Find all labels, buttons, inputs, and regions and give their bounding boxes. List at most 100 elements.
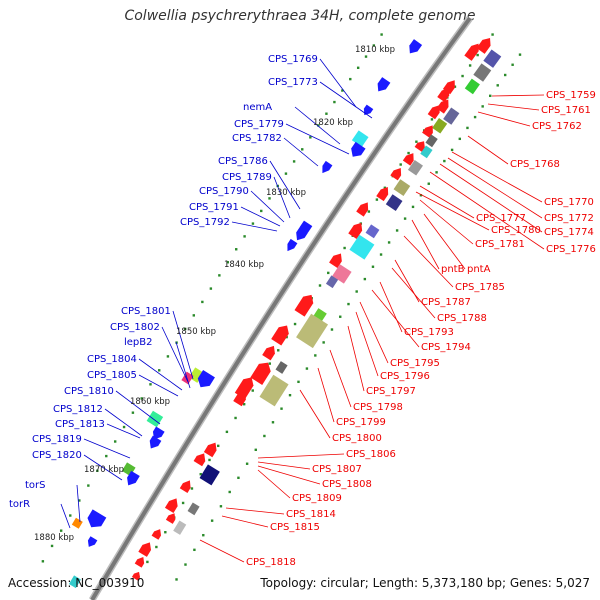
gene-box-fill bbox=[296, 313, 329, 349]
gene-arrow-fill bbox=[250, 362, 271, 385]
tick-dot bbox=[113, 440, 117, 443]
gene-box-fill bbox=[349, 234, 375, 260]
tick-dot bbox=[140, 397, 143, 400]
tick-dot bbox=[349, 77, 352, 81]
gene-box bbox=[365, 224, 380, 239]
gene-arrow bbox=[294, 294, 314, 317]
leader-line bbox=[269, 160, 301, 210]
leader-line bbox=[439, 163, 543, 233]
gene-arrow bbox=[422, 125, 433, 138]
gene-arrow-fill bbox=[87, 536, 98, 547]
tick-dot bbox=[193, 548, 196, 552]
gene-label-cps_1773: CPS_1773 bbox=[268, 77, 318, 88]
gene-label-cps_1769: CPS_1769 bbox=[268, 54, 318, 65]
tick-dot bbox=[415, 140, 418, 143]
gene-arrow-fill bbox=[87, 509, 107, 528]
gene-arrow-fill bbox=[363, 104, 374, 116]
tick-dot bbox=[155, 545, 158, 549]
gene-box bbox=[443, 107, 460, 125]
leader-line bbox=[106, 423, 141, 439]
accession-text: Accession: NC_003910 bbox=[8, 576, 145, 590]
gene-box-fill bbox=[443, 107, 460, 125]
tick-dot bbox=[379, 253, 383, 256]
leader-line bbox=[319, 81, 373, 119]
tick-dot bbox=[473, 115, 477, 119]
tick-dot bbox=[41, 560, 45, 563]
tick-dot bbox=[395, 229, 399, 232]
gene-label-cps_1799: CPS_1799 bbox=[336, 417, 386, 428]
leader-line bbox=[240, 206, 281, 227]
gene-label-cps_1780: CPS_1780 bbox=[491, 225, 541, 236]
gene-box-fill bbox=[173, 520, 187, 535]
tick-dot bbox=[387, 241, 391, 244]
tick-dot bbox=[243, 235, 246, 238]
tick-dot bbox=[380, 33, 383, 36]
gene-arrow bbox=[476, 38, 491, 54]
tick-dot bbox=[343, 246, 346, 250]
gene-label-cps_1815: CPS_1815 bbox=[270, 522, 320, 533]
leader-line bbox=[477, 111, 531, 127]
leader-line bbox=[423, 213, 466, 270]
tick-dot bbox=[87, 484, 90, 487]
leader-line bbox=[138, 374, 179, 397]
tick-dot bbox=[268, 362, 271, 365]
tick-dot bbox=[288, 393, 292, 397]
gene-box bbox=[464, 78, 480, 95]
gene-arrow-fill bbox=[348, 222, 363, 239]
gene-label-cps_1786: CPS_1786 bbox=[218, 156, 268, 167]
tick-dot bbox=[355, 290, 358, 293]
leader-line bbox=[175, 341, 191, 389]
tick-dot bbox=[277, 349, 280, 352]
tick-dot bbox=[466, 126, 469, 130]
gene-arrow bbox=[87, 536, 98, 547]
gene-arrow-fill bbox=[390, 167, 402, 181]
gene-label-cps_1762: CPS_1762 bbox=[532, 121, 582, 132]
gene-box bbox=[420, 145, 433, 159]
gene-arrow-fill bbox=[329, 253, 342, 268]
gene-arrow-fill bbox=[262, 345, 275, 361]
gene-box-fill bbox=[275, 361, 288, 374]
leader-line bbox=[273, 176, 291, 219]
leader-line bbox=[403, 235, 454, 288]
gene-arrow bbox=[138, 542, 152, 557]
gene-arrow bbox=[427, 105, 440, 120]
tick-dot bbox=[245, 462, 249, 465]
tick-dot bbox=[149, 383, 152, 386]
tick-dot bbox=[375, 198, 379, 201]
gene-label-cps_1812: CPS_1812 bbox=[53, 404, 103, 415]
tick-dot bbox=[69, 514, 72, 517]
tick-dot bbox=[284, 172, 288, 175]
gene-label-cps_1774: CPS_1774 bbox=[544, 227, 594, 238]
leader-line bbox=[83, 438, 131, 459]
tick-dot bbox=[251, 389, 254, 392]
gene-label-cps_1776: CPS_1776 bbox=[546, 244, 596, 255]
gene-box bbox=[259, 374, 289, 407]
gene-label-lepb2: lepB2 bbox=[124, 337, 153, 348]
tick-dot bbox=[305, 367, 309, 370]
gene-arrow-fill bbox=[409, 39, 423, 54]
gene-label-cps_1759: CPS_1759 bbox=[546, 90, 596, 101]
gene-box-fill bbox=[407, 159, 423, 176]
leader-line bbox=[60, 503, 71, 529]
tick-dot bbox=[325, 112, 328, 115]
kbp-ruler: 1810 kbp 1820 kbp 1830 kbp 1840 kbp 1850 kbp… bbox=[34, 45, 395, 543]
tick-dot bbox=[371, 265, 375, 268]
gene-label-cps_1819: CPS_1819 bbox=[32, 434, 82, 445]
gene-arrow-fill bbox=[138, 542, 152, 557]
leader-line bbox=[283, 137, 319, 167]
gene-label-nema: nemA bbox=[243, 102, 272, 113]
gene-label-cps_1805: CPS_1805 bbox=[87, 370, 137, 381]
gene-label-cps_1813: CPS_1813 bbox=[55, 419, 105, 430]
tick-dot bbox=[260, 209, 263, 213]
gene-box bbox=[173, 520, 187, 535]
gene-label-cps_1800: CPS_1800 bbox=[332, 433, 382, 444]
gene-arrow bbox=[164, 498, 178, 513]
gene-label-cps_1781: CPS_1781 bbox=[475, 239, 525, 250]
gene-arrow bbox=[376, 187, 389, 202]
gene-arrow-fill bbox=[376, 187, 389, 202]
gene-box bbox=[296, 313, 329, 349]
kbp-label: 1820 kbp bbox=[313, 118, 353, 128]
tick-dot bbox=[430, 118, 434, 121]
kbp-label: 1810 kbp bbox=[355, 45, 395, 55]
tick-dot bbox=[181, 501, 185, 505]
